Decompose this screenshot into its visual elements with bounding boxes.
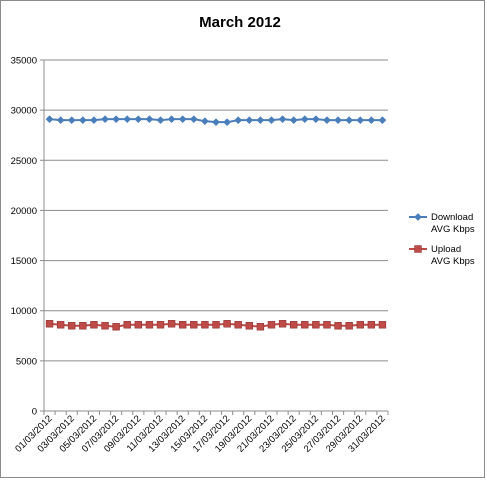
data-point [56,116,65,125]
data-point [256,116,265,125]
data-point [101,115,109,124]
series-upload [45,320,387,331]
data-point [167,115,176,124]
legend-label: AVG Kbps [431,256,475,267]
y-tick-label: 25000 [11,156,37,167]
data-point [334,116,343,125]
data-point [145,115,154,124]
data-point [68,322,76,330]
chart-title: March 2012 [199,14,281,31]
data-point [167,320,176,328]
data-point [112,323,120,331]
data-point [178,115,187,124]
data-point [134,321,143,329]
data-point [123,321,131,329]
data-point [78,116,87,125]
data-point [156,116,165,125]
gridlines [44,59,388,362]
data-point [179,321,187,329]
data-point [356,321,364,329]
data-point [289,321,298,329]
data-point [223,320,231,328]
legend-label: AVG Kbps [431,224,475,235]
data-point [245,116,254,125]
data-point [89,116,98,125]
legend-marker [414,213,422,221]
data-point [112,115,121,124]
legend-label: Upload [431,244,461,255]
data-point [267,116,276,125]
data-point [123,115,132,124]
data-point [301,321,309,329]
data-point [312,321,320,329]
data-point [323,116,331,125]
y-tick-label: 0 [32,407,37,418]
data-point [245,322,253,330]
series-download [45,115,387,127]
data-point [278,115,287,124]
data-point [156,321,165,329]
data-point [378,116,387,125]
data-point [234,321,242,329]
data-point [345,322,353,330]
data-point [267,321,276,329]
data-point [67,116,76,125]
data-point [300,115,309,124]
y-tick-label: 35000 [11,56,37,67]
axes [40,59,389,415]
data-point [200,117,209,126]
y-tick-labels: 0 5000 10000 15000 20000 25000 30000 35000 [11,56,37,418]
data-point [101,322,109,330]
data-point [201,321,209,329]
data-point [367,116,376,125]
data-point [234,116,243,125]
y-tick-label: 30000 [11,106,37,117]
data-point [367,321,376,329]
data-point [45,115,54,124]
x-tick-labels: 01/03/201203/03/201205/03/201207/03/2012… [13,413,387,454]
data-point [134,115,143,124]
data-point [56,321,65,329]
data-point [345,116,354,125]
data-point [212,321,220,329]
data-point [189,115,198,124]
series-group [45,115,387,331]
y-tick-label: 20000 [11,206,37,217]
legend-label: Download [431,212,473,223]
data-point [323,321,331,329]
data-point [311,115,320,124]
legend-marker [414,245,422,253]
data-point [278,320,287,328]
data-point [356,116,365,125]
data-point [378,321,387,329]
data-point [334,322,342,330]
data-point [256,323,265,331]
y-tick-label: 10000 [11,306,37,317]
data-point [190,321,198,329]
data-point [79,322,87,330]
data-point [289,116,298,125]
y-tick-label: 15000 [11,256,37,267]
data-point [145,321,154,329]
data-point [223,118,232,127]
data-point [90,321,98,329]
data-point [212,118,220,127]
y-tick-label: 5000 [16,356,37,367]
data-point [45,320,54,328]
